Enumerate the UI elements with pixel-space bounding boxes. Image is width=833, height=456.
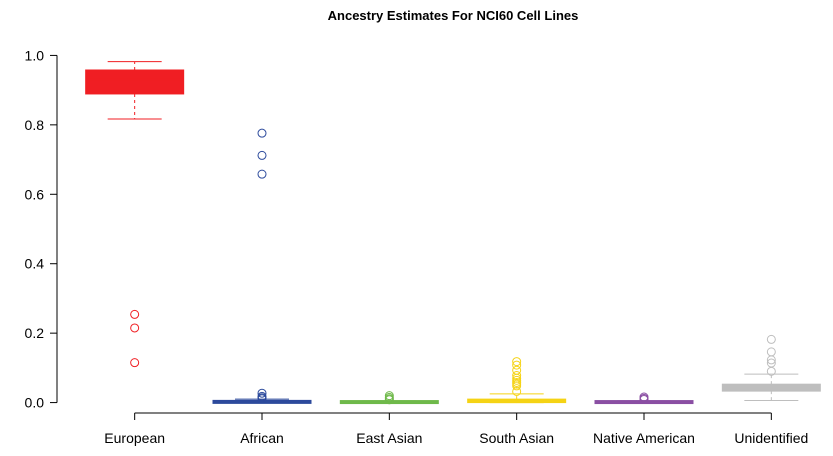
x-tick-label: South Asian: [479, 430, 554, 446]
outlier-point: [512, 371, 522, 381]
outlier-point: [130, 358, 140, 368]
x-tick-label: East Asian: [356, 430, 422, 446]
outlier-point: [130, 309, 140, 319]
outlier-point: [766, 355, 776, 365]
plot-area: 0.0 0.2 0.4 0.6 0.8 1.0 European African East As…: [25, 47, 821, 446]
outlier-point: [512, 360, 522, 370]
y-tick-label: 0.0: [25, 395, 45, 411]
outlier-point: [639, 394, 649, 404]
outlier-point: [130, 323, 140, 333]
box: [85, 69, 185, 95]
chart-title: Ancestry Estimates For NCI60 Cell Lines: [328, 8, 579, 23]
outlier-point: [766, 366, 776, 376]
outlier-point: [766, 334, 776, 344]
y-tick-label: 0.2: [25, 325, 45, 341]
y-tick-label: 0.4: [25, 256, 45, 272]
outlier-point: [512, 357, 522, 367]
outlier-point: [257, 150, 267, 160]
x-tick-label: European: [104, 430, 165, 446]
y-tick-label: 1.0: [25, 47, 45, 63]
x-tick-label: African: [240, 430, 284, 446]
x-tick-label: Unidentified: [734, 430, 808, 446]
y-tick-label: 0.8: [25, 117, 45, 133]
outlier-point: [512, 386, 522, 396]
outlier-point: [766, 347, 776, 357]
outlier-point: [384, 395, 394, 405]
outlier-point: [257, 388, 267, 398]
y-tick-label: 0.6: [25, 186, 45, 202]
outlier-point: [512, 375, 522, 385]
outlier-point: [512, 381, 522, 391]
x-tick-label: Native American: [593, 430, 695, 446]
outlier-point: [257, 394, 267, 404]
outlier-point: [257, 128, 267, 138]
outlier-point: [257, 169, 267, 179]
